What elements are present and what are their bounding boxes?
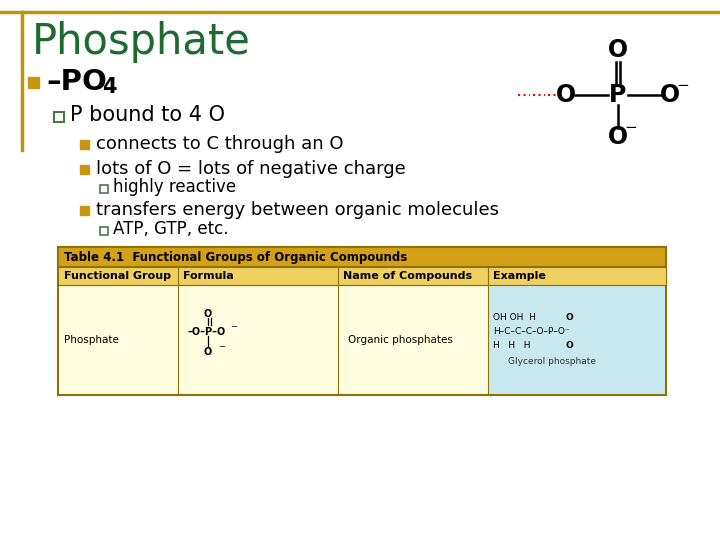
Bar (58, 247, 666, 267)
Bar (100, 227, 108, 235)
Text: transfers energy between organic molecules: transfers energy between organic molecul… (96, 201, 499, 219)
Bar (58, 247, 666, 395)
Text: OH OH  H: OH OH H (493, 314, 536, 322)
Text: −: − (625, 119, 637, 134)
Bar (54, 112, 64, 122)
Text: Organic phosphates: Organic phosphates (348, 335, 453, 345)
Text: connects to C through an O: connects to C through an O (96, 135, 343, 153)
Text: H   H   H: H H H (493, 341, 531, 350)
Text: –PO: –PO (46, 68, 107, 96)
Text: Glycerol phosphate: Glycerol phosphate (508, 357, 596, 367)
Bar (58, 267, 666, 285)
Bar (488, 286, 665, 394)
Text: Formula: Formula (183, 271, 234, 281)
Text: 4: 4 (102, 77, 117, 97)
Bar (28, 77, 39, 87)
Text: −: − (218, 342, 225, 352)
Text: −: − (677, 78, 689, 92)
Text: O: O (556, 83, 576, 107)
Text: −: − (230, 322, 237, 332)
Text: O: O (565, 341, 572, 350)
Bar (80, 206, 89, 214)
Text: P: P (609, 83, 626, 107)
Text: O: O (608, 38, 628, 62)
Text: O: O (608, 125, 628, 149)
Text: Phosphate: Phosphate (32, 21, 251, 63)
Text: highly reactive: highly reactive (113, 178, 236, 196)
Text: Example: Example (493, 271, 546, 281)
Bar (80, 139, 89, 148)
Text: Functional Group: Functional Group (64, 271, 171, 281)
Text: O: O (204, 347, 212, 357)
Bar (100, 185, 108, 193)
Text: lots of O = lots of negative charge: lots of O = lots of negative charge (96, 160, 406, 178)
Text: O: O (204, 309, 212, 319)
Text: O: O (565, 314, 572, 322)
Bar (80, 165, 89, 173)
Text: Name of Compounds: Name of Compounds (343, 271, 472, 281)
Text: –O–P–O: –O–P–O (188, 327, 226, 337)
Text: O: O (660, 83, 680, 107)
Text: ATP, GTP, etc.: ATP, GTP, etc. (113, 220, 228, 238)
Text: Table 4.1  Functional Groups of Organic Compounds: Table 4.1 Functional Groups of Organic C… (64, 251, 408, 264)
Text: Phosphate: Phosphate (64, 335, 119, 345)
Text: H–C–C–C–O–P–O⁻: H–C–C–C–O–P–O⁻ (493, 327, 570, 336)
Text: P bound to 4 O: P bound to 4 O (70, 105, 225, 125)
